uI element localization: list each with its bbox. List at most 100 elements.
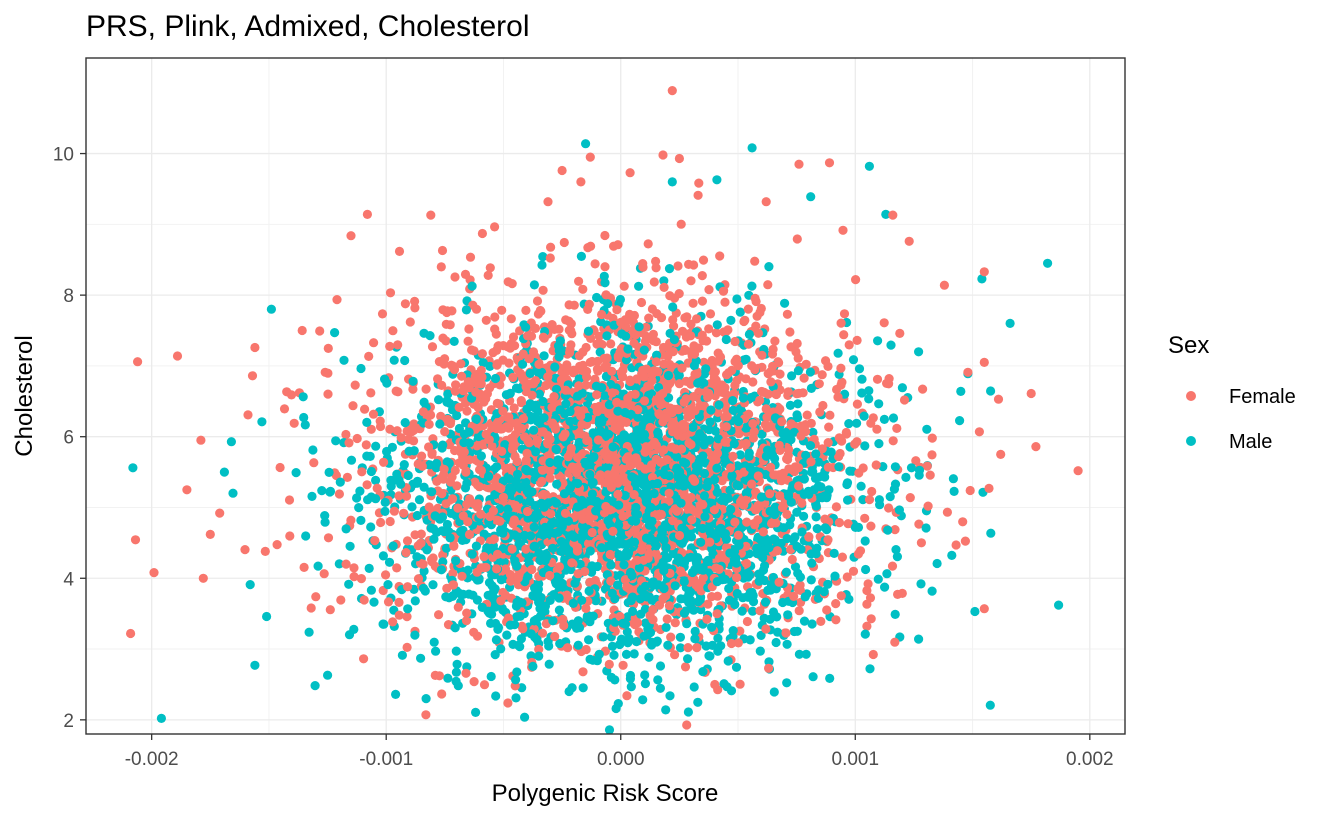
data-point-female <box>364 351 374 361</box>
data-point-male <box>728 405 738 415</box>
data-point-female <box>726 638 737 649</box>
data-point-male <box>226 437 236 447</box>
data-point-female <box>359 595 369 605</box>
data-point-male <box>530 541 540 551</box>
data-point-female <box>866 521 876 531</box>
data-point-female <box>379 457 389 467</box>
data-point-female <box>734 429 744 439</box>
data-point-female <box>823 438 833 448</box>
data-point-male <box>432 458 442 469</box>
data-point-male <box>848 355 859 365</box>
data-point-male <box>308 445 318 455</box>
data-point-female <box>843 519 853 529</box>
data-point-female <box>722 412 732 422</box>
data-point-male <box>573 391 583 401</box>
data-point-female <box>370 536 380 546</box>
data-point-female <box>198 573 208 583</box>
data-point-female <box>715 251 725 261</box>
data-point-female <box>490 222 500 232</box>
data-point-female <box>824 158 835 168</box>
data-point-female <box>473 402 483 412</box>
data-point-male <box>335 477 345 487</box>
data-point-female <box>448 580 459 590</box>
data-point-male <box>948 474 959 484</box>
data-point-male <box>860 536 870 546</box>
data-point-male <box>596 317 606 327</box>
data-point-female <box>558 614 568 625</box>
data-point-female <box>497 305 507 315</box>
data-point-female <box>545 473 555 483</box>
data-point-male <box>606 672 617 683</box>
data-point-male <box>665 328 675 338</box>
data-point-male <box>578 683 588 693</box>
data-point-female <box>735 679 745 689</box>
data-point-male <box>400 355 410 366</box>
data-point-female <box>377 309 388 319</box>
data-point-female <box>631 458 642 468</box>
data-point-female <box>341 429 351 440</box>
data-point-female <box>794 159 804 169</box>
data-point-male <box>442 526 452 536</box>
data-point-female <box>510 500 520 510</box>
data-point-female <box>888 436 898 446</box>
data-point-male <box>299 412 309 423</box>
data-point-male <box>384 557 395 567</box>
data-point-male <box>640 581 651 592</box>
data-point-female <box>732 354 742 364</box>
data-point-male <box>548 543 558 553</box>
data-point-female <box>669 293 680 303</box>
data-point-male <box>665 691 675 701</box>
data-point-female <box>578 667 588 677</box>
data-point-male <box>412 552 422 562</box>
data-point-female <box>409 436 419 446</box>
data-point-female <box>392 426 402 436</box>
data-point-female <box>332 295 342 305</box>
data-point-male <box>410 630 420 640</box>
data-point-male <box>861 564 871 575</box>
data-point-male <box>977 274 987 284</box>
data-point-male <box>371 475 381 485</box>
data-point-female <box>341 559 351 569</box>
data-point-female <box>462 499 472 509</box>
data-point-male <box>689 361 700 371</box>
data-point-female <box>927 433 937 443</box>
data-point-female <box>426 210 436 220</box>
data-point-male <box>757 429 767 439</box>
data-point-male <box>881 209 891 219</box>
data-point-female <box>890 525 900 535</box>
data-point-male <box>555 336 566 346</box>
data-point-female <box>456 458 466 468</box>
data-point-male <box>458 525 468 535</box>
data-point-female <box>645 422 655 433</box>
data-point-female <box>630 620 640 630</box>
data-point-female <box>323 533 334 543</box>
data-point-female <box>172 351 183 361</box>
data-point-male <box>769 534 779 544</box>
data-point-female <box>647 376 657 386</box>
data-point-female <box>636 545 647 555</box>
data-point-female <box>710 679 720 690</box>
data-point-female <box>620 575 631 585</box>
data-point-male <box>452 659 462 669</box>
data-point-male <box>419 482 429 492</box>
data-point-female <box>554 562 565 572</box>
data-point-female <box>581 380 591 390</box>
data-point-female <box>848 566 859 576</box>
data-point-male <box>856 481 866 491</box>
data-point-female <box>465 252 476 262</box>
data-point-male <box>156 713 166 724</box>
data-point-male <box>619 560 629 570</box>
data-point-female <box>507 544 517 554</box>
data-point-male <box>532 507 542 518</box>
data-point-male <box>880 582 890 592</box>
data-point-male <box>380 497 390 507</box>
data-point-male <box>457 535 467 546</box>
data-point-female <box>297 325 307 336</box>
data-point-male <box>323 670 333 680</box>
data-point-male <box>502 630 512 640</box>
data-point-female <box>572 546 583 556</box>
data-point-male <box>786 497 796 507</box>
data-point-female <box>418 559 428 569</box>
data-point-female <box>817 370 827 380</box>
data-point-male <box>850 522 861 533</box>
